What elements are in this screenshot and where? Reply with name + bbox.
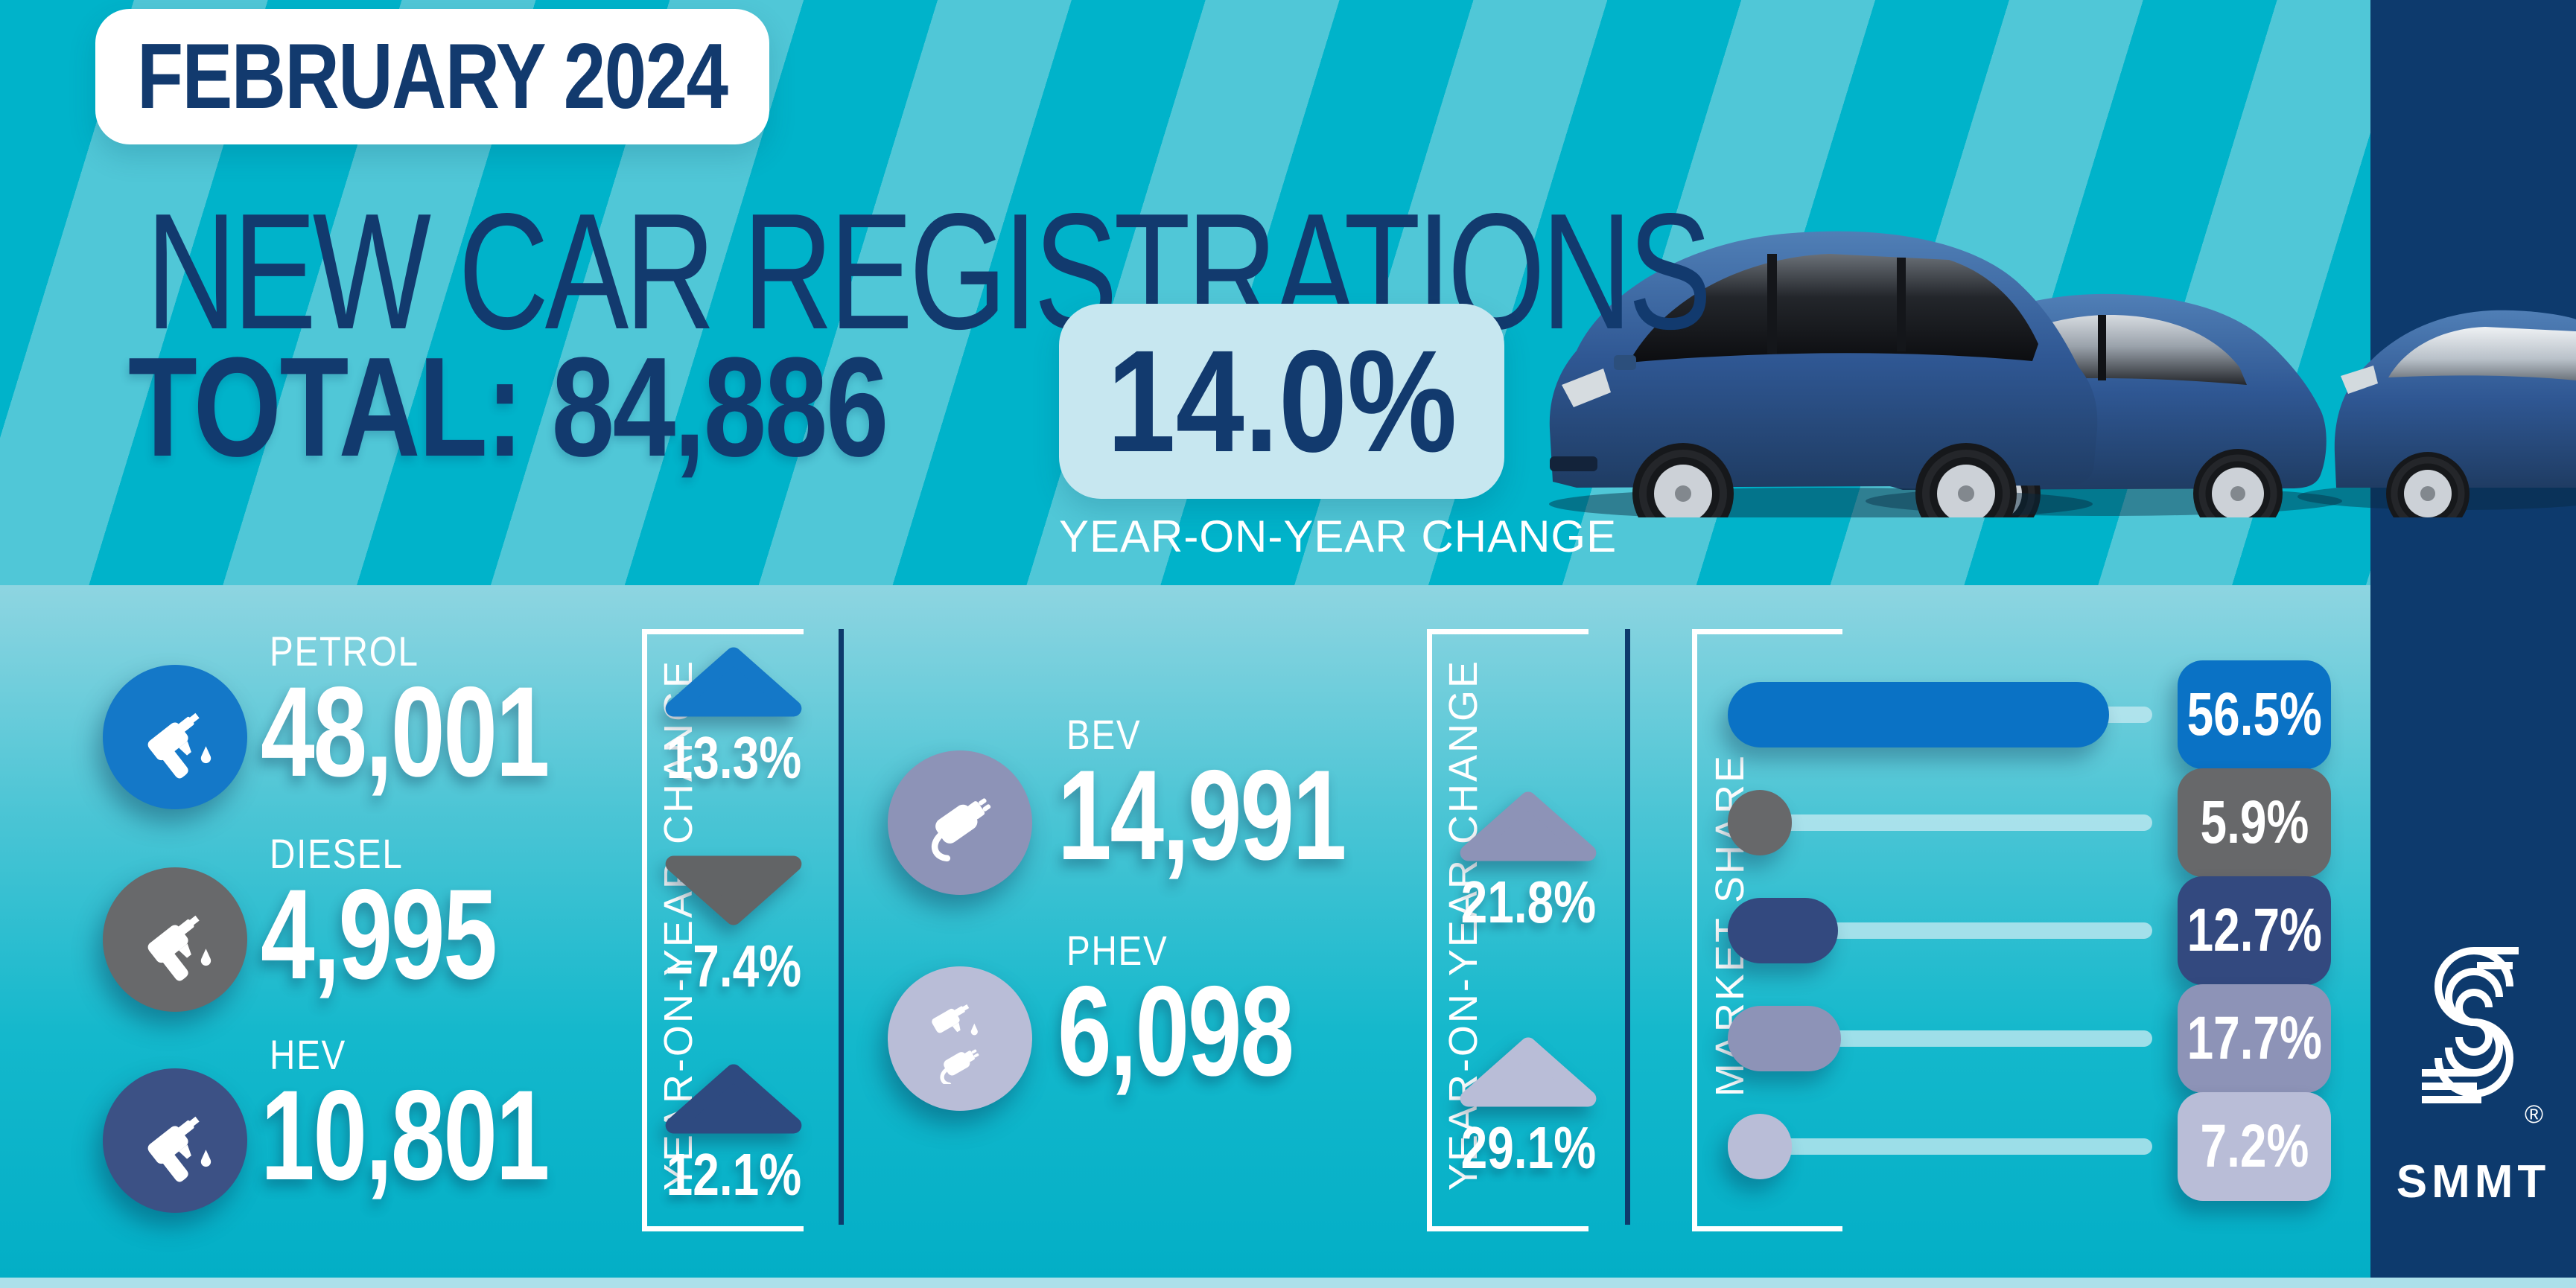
petrol-value: 48,001 xyxy=(261,660,550,803)
total-registrations: TOTAL: 84,886 xyxy=(128,328,888,486)
phev-value: 6,098 xyxy=(1058,960,1294,1103)
fuel-nozzle-icon xyxy=(147,915,212,981)
section-divider xyxy=(839,629,844,1225)
diesel-value: 4,995 xyxy=(261,863,497,1006)
bev-icon-badge xyxy=(888,750,1032,895)
car-small-hatchback xyxy=(2297,310,2576,517)
market-share-track xyxy=(1728,814,2152,831)
hev-yoy-value: 12.1% xyxy=(666,1141,801,1208)
diesel-down-arrow-icon xyxy=(663,855,804,926)
phev-plug-nozzle-icon xyxy=(932,1004,979,1084)
headline-yoy-value: 14.0% xyxy=(1107,320,1457,482)
petrol-share-badge: 56.5% xyxy=(2178,660,2331,769)
bev-value: 14,991 xyxy=(1058,744,1346,887)
section-divider xyxy=(1625,629,1630,1225)
hev-value: 10,801 xyxy=(261,1064,550,1207)
registered-trademark-icon: ® xyxy=(2525,1100,2544,1129)
market-share-track xyxy=(1728,1138,2152,1155)
diesel-icon-badge xyxy=(103,867,247,1012)
fuel-nozzle-icon xyxy=(147,1116,212,1182)
petrol-up-arrow-icon xyxy=(663,646,804,718)
headline-yoy-caption: YEAR-ON-YEAR CHANGE xyxy=(1059,511,1618,561)
hev-share-bar xyxy=(1728,898,1838,963)
hev-up-arrow-icon xyxy=(663,1063,804,1135)
market-share-bracket xyxy=(1692,629,1842,1231)
hev-label: HEV xyxy=(270,1031,346,1078)
petrol-label: PETROL xyxy=(270,628,419,675)
phev-icon-badge xyxy=(888,966,1032,1111)
diesel-label: DIESEL xyxy=(270,830,404,877)
phev-share-bar xyxy=(1728,1114,1792,1179)
month-badge-label: FEBRUARY 2024 xyxy=(137,25,728,128)
petrol-icon-badge xyxy=(103,665,247,809)
cars-illustration xyxy=(1549,231,2576,517)
phev-up-arrow-icon xyxy=(1457,1036,1599,1108)
headline-yoy-box: 14.0% xyxy=(1059,304,1504,499)
ev-plug-icon xyxy=(931,798,991,862)
bev-yoy-value: 21.8% xyxy=(1460,869,1596,935)
fuel-yoy-bracket xyxy=(642,629,804,1231)
ev-yoy-bracket xyxy=(1427,629,1588,1231)
hev-icon-badge xyxy=(103,1068,247,1213)
smmt-wordmark: SMMT xyxy=(2396,1156,2551,1208)
phev-yoy-value: 29.1% xyxy=(1460,1115,1596,1181)
wheel xyxy=(2193,449,2283,517)
wheel xyxy=(1915,443,2017,517)
diesel-share-badge: 5.9% xyxy=(2178,768,2331,877)
bev-share-bar xyxy=(1728,1006,1841,1071)
smmt-logo xyxy=(2422,947,2519,1103)
bev-up-arrow-icon xyxy=(1457,791,1599,862)
phev-label: PHEV xyxy=(1066,927,1168,974)
bottom-edge-strip xyxy=(0,1278,2576,1288)
diesel-share-bar xyxy=(1728,790,1792,855)
fuel-nozzle-icon xyxy=(147,712,212,779)
bev-share-badge: 17.7% xyxy=(2178,984,2331,1093)
bev-label: BEV xyxy=(1066,711,1142,758)
diesel-yoy-value: –7.4% xyxy=(666,933,801,999)
month-badge: FEBRUARY 2024 xyxy=(95,9,769,144)
petrol-yoy-value: 13.3% xyxy=(666,724,801,791)
wheel xyxy=(1632,443,1734,517)
phev-share-badge: 7.2% xyxy=(2178,1092,2331,1201)
petrol-share-bar xyxy=(1728,682,2109,747)
wheel xyxy=(2386,452,2470,517)
car-mpv xyxy=(1549,231,2098,517)
hev-share-badge: 12.7% xyxy=(2178,876,2331,985)
